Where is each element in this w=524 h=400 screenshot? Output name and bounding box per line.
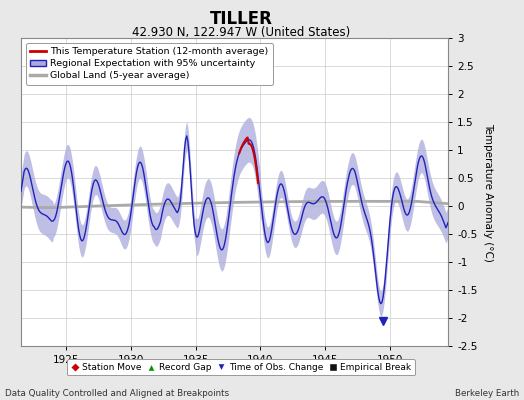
Y-axis label: Temperature Anomaly (°C): Temperature Anomaly (°C) xyxy=(483,122,493,262)
Text: Berkeley Earth: Berkeley Earth xyxy=(454,389,519,398)
Legend: This Temperature Station (12-month average), Regional Expectation with 95% uncer: This Temperature Station (12-month avera… xyxy=(26,43,273,85)
Text: TILLER: TILLER xyxy=(210,10,272,28)
Text: 42.930 N, 122.947 W (United States): 42.930 N, 122.947 W (United States) xyxy=(132,26,350,39)
Text: Data Quality Controlled and Aligned at Breakpoints: Data Quality Controlled and Aligned at B… xyxy=(5,389,230,398)
Legend: Station Move, Record Gap, Time of Obs. Change, Empirical Break: Station Move, Record Gap, Time of Obs. C… xyxy=(67,359,415,376)
